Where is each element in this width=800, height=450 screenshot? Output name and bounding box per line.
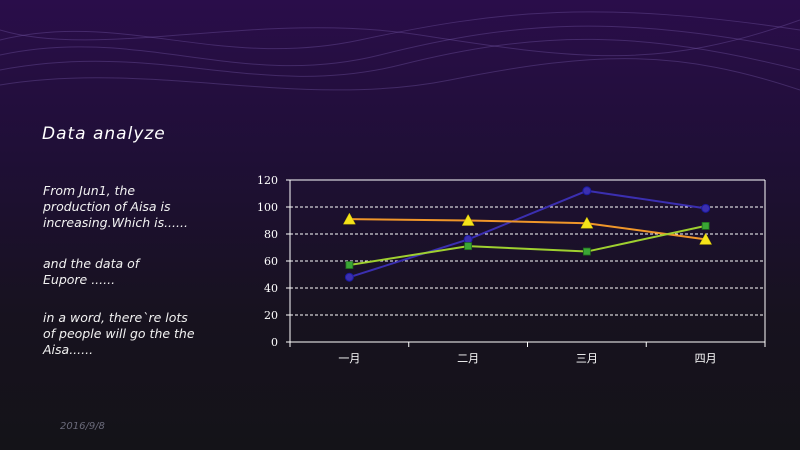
data-point bbox=[344, 272, 354, 282]
series-line-0 bbox=[349, 189, 706, 279]
chart-axes: 0 20 40 60 80 100 120 一月 二月 三月 四月 bbox=[257, 174, 766, 365]
data-point bbox=[345, 261, 354, 269]
slide-title: Data analyze bbox=[42, 124, 166, 144]
data-point bbox=[342, 212, 356, 225]
x-tick-label: 一月 bbox=[338, 352, 360, 365]
background-waves bbox=[0, 11, 800, 91]
data-point bbox=[701, 203, 711, 213]
y-tick-label: 80 bbox=[264, 228, 278, 241]
data-point bbox=[582, 186, 592, 196]
paragraph-conclusion: in a word, there`re lots of people will … bbox=[43, 310, 195, 357]
chart-grid bbox=[290, 179, 765, 316]
data-point bbox=[463, 234, 473, 244]
x-tick-label: 三月 bbox=[576, 352, 598, 365]
y-tick-label: 60 bbox=[264, 255, 278, 268]
series-line-1 bbox=[349, 218, 706, 241]
chart-series bbox=[342, 186, 713, 282]
x-tick-label: 二月 bbox=[457, 352, 479, 365]
data-point bbox=[701, 222, 710, 230]
y-tick-label: 120 bbox=[257, 174, 278, 187]
paragraph-europe-data: and the data of Eupore ...... bbox=[43, 256, 140, 287]
y-tick-label: 20 bbox=[264, 309, 278, 322]
line-chart: 0 20 40 60 80 100 120 一月 二月 三月 四月 bbox=[257, 174, 766, 365]
data-point bbox=[582, 247, 591, 256]
y-tick-label: 100 bbox=[257, 201, 278, 214]
y-tick-label: 0 bbox=[271, 336, 278, 349]
y-tick-label: 40 bbox=[264, 282, 278, 295]
slide-date: 2016/9/8 bbox=[60, 421, 105, 432]
data-point bbox=[461, 213, 475, 226]
data-point bbox=[699, 232, 713, 245]
x-tick-label: 四月 bbox=[695, 352, 717, 365]
series-line-2 bbox=[349, 224, 706, 267]
data-point bbox=[464, 242, 473, 251]
paragraph-asia-production: From Jun1, the production of Aisa is inc… bbox=[43, 183, 188, 230]
data-point bbox=[580, 216, 594, 229]
